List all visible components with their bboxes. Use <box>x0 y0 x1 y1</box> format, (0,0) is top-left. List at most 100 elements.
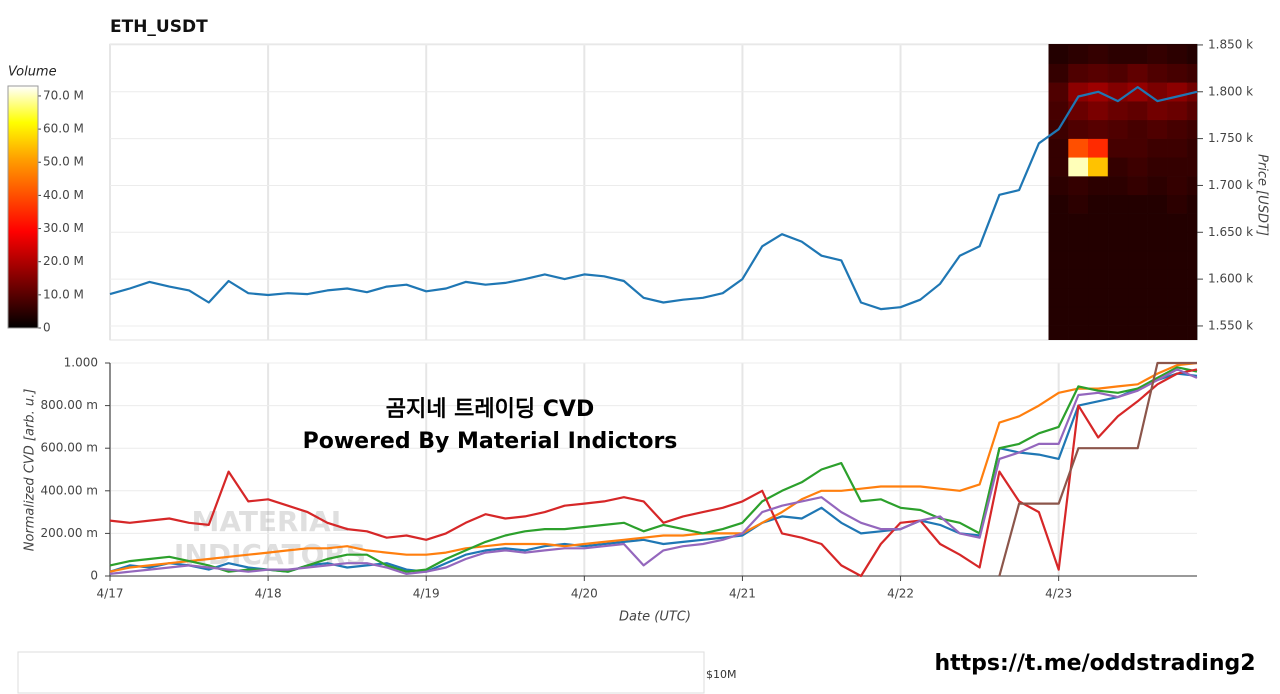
x-tick-label: 4/21 <box>729 587 756 601</box>
heatmap-cell <box>1127 325 1148 340</box>
heatmap-cell <box>1186 306 1197 327</box>
x-tick-label: 4/20 <box>571 587 598 601</box>
heatmap-cell <box>1186 288 1197 308</box>
y-tick-label: 1.850 k <box>1208 37 1253 51</box>
annotation: 곰지네 트레이딩 CVD <box>386 397 594 422</box>
heatmap-cell <box>1107 194 1129 214</box>
data-line <box>109 366 1198 573</box>
heatmap-cell <box>1147 157 1168 177</box>
heatmap-cell <box>1068 63 1089 83</box>
heatmap-cell <box>1068 306 1089 327</box>
heatmap-cell <box>1088 250 1109 270</box>
heatmap-cell <box>1068 138 1089 158</box>
heatmap-cell <box>1068 175 1089 196</box>
heatmap-cell <box>1147 325 1168 340</box>
colorbar-tick-label: 20.0 M <box>43 254 84 268</box>
x-axis-title: Date (UTC) <box>619 610 691 625</box>
heatmap-cell <box>1147 119 1168 139</box>
heatmap-cell <box>1147 82 1168 102</box>
heatmap-cell <box>1048 44 1069 64</box>
heatmap-cell <box>1186 232 1197 252</box>
chart-title: ETH_USDT <box>110 17 208 37</box>
heatmap-cell <box>1186 138 1197 158</box>
y-tick-label: 200.00 m <box>41 526 99 540</box>
heatmap-cell <box>1167 175 1188 196</box>
y-tick-label: 1.650 k <box>1208 225 1253 239</box>
legend-box <box>17 651 705 694</box>
heatmap-cell <box>1107 100 1129 121</box>
heatmap-cell <box>1186 63 1197 83</box>
heatmap-cell <box>1088 194 1109 214</box>
heatmap-cell <box>1186 213 1197 233</box>
x-tick-label: 4/23 <box>1045 587 1072 601</box>
heatmap-cell <box>1147 269 1168 289</box>
heatmap-cell <box>1167 232 1188 252</box>
heatmap-cell <box>1068 119 1089 139</box>
heatmap-cell <box>1167 306 1188 327</box>
y-tick-label: 800.00 m <box>41 398 99 412</box>
heatmap-cell <box>1088 100 1109 121</box>
heatmap-cell <box>1088 325 1109 340</box>
heatmap-cell <box>1107 157 1129 177</box>
heatmap-cell <box>1068 44 1089 64</box>
colorbar-tick-label: 70.0 M <box>43 88 84 102</box>
x-tick-label: 4/17 <box>97 587 124 601</box>
heatmap-cell <box>1186 119 1197 139</box>
heatmap-cell <box>1088 44 1109 46</box>
colorbar-tick-label: 40.0 M <box>43 188 84 202</box>
heatmap-cell <box>1068 250 1089 270</box>
data-line <box>109 361 1198 573</box>
heatmap-cell <box>1167 325 1188 340</box>
heatmap-cell <box>1088 288 1109 308</box>
annotation: Powered By Material Indictors <box>303 429 678 454</box>
colorbar-tick-label: 10.0 M <box>43 287 84 301</box>
heatmap-cell <box>1167 157 1188 177</box>
heatmap-cell <box>1167 119 1188 139</box>
heatmap-cell <box>1167 44 1188 46</box>
heatmap-cell <box>1147 194 1168 214</box>
heatmap-cell <box>1127 119 1148 139</box>
heatmap-cell <box>1127 157 1148 177</box>
watermark: MATERIAL <box>191 505 348 538</box>
heatmap-cell <box>1068 213 1089 233</box>
heatmap-cell <box>1167 63 1188 83</box>
heatmap-cell <box>1068 44 1089 46</box>
y-axis-title: Price [USDT] <box>1255 154 1270 236</box>
heatmap-cell <box>1107 175 1129 196</box>
heatmap-cell <box>1048 306 1069 327</box>
y-tick-label: 600.00 m <box>41 441 99 455</box>
heatmap-cell <box>1068 269 1089 289</box>
heatmap-cell <box>1167 250 1188 270</box>
heatmap <box>1048 44 1197 340</box>
y-tick-label: 1.750 k <box>1208 131 1253 145</box>
heatmap-cell <box>1048 175 1069 196</box>
heatmap-cell <box>1147 100 1168 121</box>
heatmap-cell <box>1107 288 1129 308</box>
heatmap-cell <box>1048 138 1069 158</box>
y-tick-label: 1.600 k <box>1208 272 1253 286</box>
heatmap-cell <box>1088 306 1109 327</box>
heatmap-cell <box>1127 232 1148 252</box>
heatmap-cell <box>1127 306 1148 327</box>
heatmap-cell <box>1088 138 1109 158</box>
heatmap-cell <box>1048 44 1069 46</box>
heatmap-cell <box>1088 213 1109 233</box>
heatmap-cell <box>1107 269 1129 289</box>
heatmap-cell <box>1048 288 1069 308</box>
heatmap-cell <box>1147 44 1168 46</box>
heatmap-cell <box>1048 269 1069 289</box>
heatmap-cell <box>1088 269 1109 289</box>
heatmap-cell <box>1107 232 1129 252</box>
heatmap-cell <box>1127 213 1148 233</box>
heatmap-cell <box>1068 232 1089 252</box>
heatmap-cell <box>1127 138 1148 158</box>
heatmap-cell <box>1186 175 1197 196</box>
heatmap-cell <box>1127 269 1148 289</box>
heatmap-cell <box>1048 157 1069 177</box>
heatmap-cell <box>1186 269 1197 289</box>
heatmap-cell <box>1048 63 1069 83</box>
heatmap-cell <box>1127 63 1148 83</box>
data-line <box>109 86 1198 311</box>
